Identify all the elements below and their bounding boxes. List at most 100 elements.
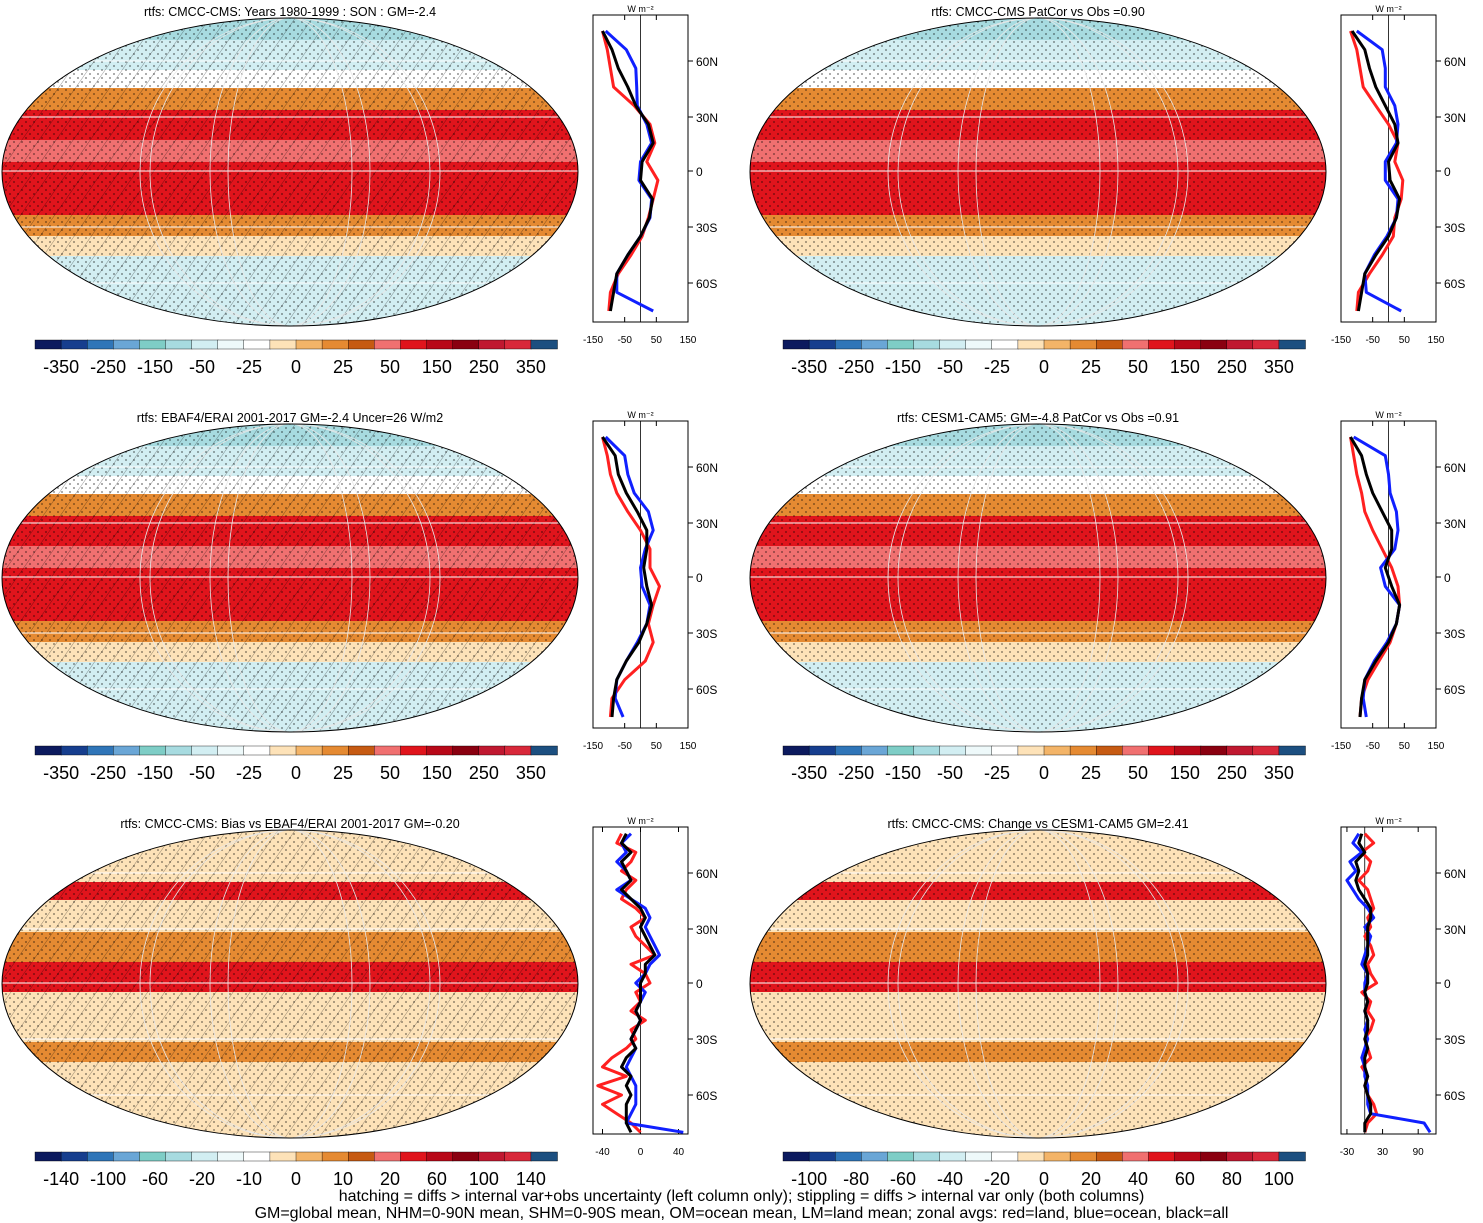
stippling — [750, 830, 1326, 1138]
meridian-line — [149, 18, 431, 326]
colorbar-swatch — [939, 339, 967, 350]
colorbar-swatch — [1252, 1151, 1280, 1162]
colorbar-swatch — [452, 339, 480, 350]
map — [749, 423, 1327, 733]
meridian-line — [149, 424, 431, 732]
footnote-means: GM=global mean, NHM=0-90N mean, SHM=0-90… — [254, 1205, 1229, 1222]
meridian-line — [209, 18, 371, 326]
colorbar-swatch — [504, 745, 532, 756]
colorbar-tick-label: 10 — [333, 1169, 353, 1189]
panel-title: rtfs: CMCC-CMS: Years 1980-1999 : SON : … — [144, 5, 436, 19]
colorbar-tick-label: 250 — [1217, 763, 1247, 783]
colorbar-tick-label: 25 — [1081, 357, 1101, 377]
colorbar-swatch — [965, 745, 993, 756]
lat-tick-label: 30N — [1444, 111, 1466, 125]
colorbar-swatch — [1069, 339, 1097, 350]
meridian-line — [957, 18, 1119, 326]
colorbar-tick-label: -25 — [984, 357, 1010, 377]
zonal-unit-label: W m⁻² — [627, 816, 653, 826]
colorbar-tick-label: 20 — [1081, 1169, 1101, 1189]
colorbar-swatch — [782, 1151, 810, 1162]
zonal-line-all — [601, 436, 654, 718]
colorbar-swatch — [1069, 745, 1097, 756]
meridian-line — [897, 18, 1179, 326]
zonal-line-all — [1354, 833, 1373, 1133]
lat-tick-label: 30S — [696, 221, 717, 235]
map-outline — [1, 423, 579, 733]
colorbar-tick-label: 150 — [1170, 763, 1200, 783]
zonal-x-tick-label: 50 — [1399, 335, 1411, 346]
colorbar-swatch — [191, 339, 219, 350]
hatching — [2, 424, 578, 732]
zonal-x-tick-label: 30 — [1377, 1147, 1389, 1158]
colorbar-tick-label: 0 — [1039, 763, 1049, 783]
lat-tick-label: 0 — [1444, 571, 1451, 585]
colorbar-swatch — [400, 1151, 428, 1162]
meridian-line — [957, 830, 1119, 1138]
colorbar-swatch — [165, 339, 193, 350]
colorbar-swatch — [374, 339, 402, 350]
zonal-x-tick-label: 150 — [1428, 335, 1445, 346]
stippling — [750, 18, 1326, 326]
colorbar-tick-label: -250 — [90, 763, 126, 783]
panel-1: rtfs: CMCC-CMS: Years 1980-1999 : SON : … — [1, 4, 718, 377]
meridian-line — [887, 424, 1189, 732]
colorbar-swatch — [113, 339, 141, 350]
colorbar-swatch — [269, 745, 297, 756]
panel-5: rtfs: CMCC-CMS: Bias vs EBAF4/ERAI 2001-… — [1, 816, 718, 1189]
colorbar-swatch — [295, 1151, 323, 1162]
colorbar-tick-label: 50 — [380, 763, 400, 783]
colorbar-swatch — [113, 1151, 141, 1162]
colorbar-tick-label: -50 — [937, 357, 963, 377]
map — [1, 423, 579, 733]
colorbar-tick-label: 25 — [333, 763, 353, 783]
colorbar-tick-label: 20 — [380, 1169, 400, 1189]
colorbar-tick-label: 140 — [516, 1169, 546, 1189]
map — [749, 829, 1327, 1139]
colorbar-swatch — [1017, 339, 1045, 350]
colorbar-swatch — [452, 745, 480, 756]
colorbar: -350 -250 -150 -50 -25 0 25 50 150 250 350 — [34, 339, 558, 377]
map-field — [2, 424, 578, 732]
colorbar-swatch — [217, 1151, 245, 1162]
colorbar-tick-label: -60 — [890, 1169, 916, 1189]
colorbar-swatch — [834, 1151, 862, 1162]
colorbar-tick-label: 0 — [1039, 357, 1049, 377]
colorbar-swatch — [861, 339, 889, 350]
colorbar-swatch — [374, 745, 402, 756]
colorbar-swatch — [1122, 745, 1150, 756]
colorbar-swatch — [60, 1151, 88, 1162]
colorbar-swatch — [374, 1151, 402, 1162]
colorbar: -350 -250 -150 -50 -25 0 25 50 150 250 350 — [34, 745, 558, 783]
lat-tick-label: 60N — [696, 461, 718, 475]
lat-tick-label: 0 — [696, 571, 703, 585]
colorbar-swatch — [478, 745, 506, 756]
lat-tick-label: 60S — [1444, 683, 1465, 697]
zonal-x-tick-label: -150 — [583, 335, 603, 346]
map-field — [2, 18, 578, 326]
meridian-line — [897, 830, 1179, 1138]
colorbar-swatch — [139, 339, 167, 350]
colorbar-swatch — [1278, 1151, 1306, 1162]
colorbar-swatch — [1148, 1151, 1176, 1162]
colorbar-swatch — [426, 745, 454, 756]
colorbar: -350 -250 -150 -50 -25 0 25 50 150 250 350 — [782, 339, 1306, 377]
zonal-panel: W m⁻² 60N 30N 0 30S 60S -150 -50 50 150 — [583, 410, 718, 752]
colorbar-swatch — [939, 745, 967, 756]
colorbar-swatch — [1122, 339, 1150, 350]
colorbar-tick-label: -350 — [791, 357, 827, 377]
zonal-line-land — [1349, 30, 1405, 312]
colorbar-tick-label: -350 — [791, 763, 827, 783]
colorbar-tick-label: 0 — [1039, 1169, 1049, 1189]
colorbar-swatch — [530, 339, 558, 350]
colorbar-swatch — [243, 339, 271, 350]
map-outline — [749, 829, 1327, 1139]
zonal-x-tick-label: 0 — [638, 1147, 644, 1158]
colorbar-swatch — [321, 339, 349, 350]
colorbar-swatch — [321, 745, 349, 756]
panel-title: rtfs: CMCC-CMS PatCor vs Obs =0.90 — [931, 5, 1145, 19]
colorbar-tick-label: -40 — [937, 1169, 963, 1189]
zonal-line-land — [601, 30, 660, 312]
colorbar-swatch — [269, 1151, 297, 1162]
colorbar-swatch — [1043, 1151, 1071, 1162]
